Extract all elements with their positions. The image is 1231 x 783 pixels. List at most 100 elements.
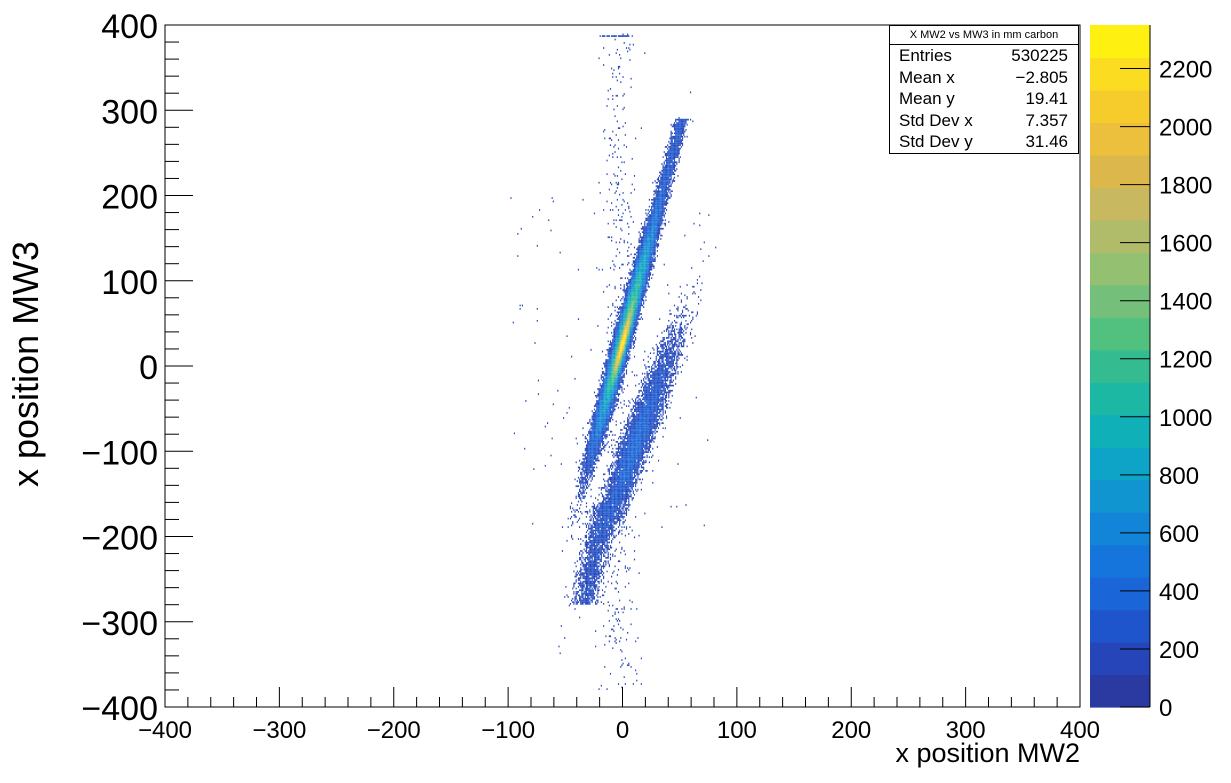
heatmap-cell — [598, 408, 600, 411]
heatmap-cell — [580, 473, 582, 476]
heatmap-cell — [615, 377, 617, 380]
heatmap-cell — [651, 229, 653, 232]
heatmap-cell — [649, 405, 652, 407]
heatmap-cell — [622, 371, 624, 373]
heatmap-cell — [639, 256, 641, 259]
heatmap-cell — [675, 134, 677, 136]
heatmap-cell — [607, 441, 609, 443]
heatmap-cell — [635, 444, 637, 447]
heatmap-cell — [631, 468, 633, 471]
heatmap-cell — [680, 135, 682, 138]
heatmap-cell — [605, 369, 607, 372]
heatmap-cell — [659, 205, 661, 208]
heatmap-cell — [617, 384, 620, 387]
heatmap-cell — [620, 299, 622, 302]
heatmap-cell — [608, 468, 610, 471]
heatmap-cell — [591, 470, 593, 472]
heatmap-cell — [616, 352, 618, 355]
heatmap-cell — [668, 394, 670, 397]
heatmap-cell — [603, 401, 605, 404]
heatmap-cell — [599, 389, 601, 392]
heatmap-cell — [615, 340, 617, 343]
heatmap-cell — [627, 309, 629, 312]
heatmap-cell — [625, 313, 628, 315]
heatmap-cell — [639, 279, 641, 281]
heatmap-cell — [607, 507, 609, 510]
heatmap-cell — [638, 272, 640, 274]
heatmap-cell — [617, 347, 620, 349]
heatmap-cell — [592, 468, 594, 471]
heatmap-cell — [663, 204, 665, 206]
heatmap-cell — [629, 331, 631, 334]
heatmap-cell — [599, 384, 601, 387]
heatmap-cell — [609, 394, 612, 397]
heatmap-cell — [627, 328, 629, 331]
heatmap-cell — [611, 383, 613, 385]
heatmap-cell — [599, 439, 601, 442]
heatmap-cell — [593, 439, 596, 442]
heatmap-cell — [623, 304, 625, 307]
heatmap-cell — [613, 347, 615, 349]
heatmap-cell — [667, 159, 669, 162]
heatmap-cell — [620, 342, 622, 344]
heatmap-cell — [670, 139, 672, 141]
heatmap-cell — [673, 161, 676, 164]
heatmap-cell — [657, 217, 660, 220]
heatmap-cell — [628, 319, 630, 322]
heatmap-cell — [585, 461, 588, 464]
heatmap-cell — [612, 519, 614, 522]
heatmap-cell — [647, 265, 649, 268]
heatmap-cell — [587, 466, 589, 469]
heatmap-cell — [654, 241, 656, 244]
heatmap-cell — [638, 302, 640, 305]
heatmap-cell — [593, 570, 596, 573]
heatmap-cell — [599, 388, 601, 390]
heatmap-cell — [620, 338, 622, 341]
heatmap-cell — [627, 355, 629, 358]
heatmap-cell — [617, 478, 620, 481]
heatmap-cell — [608, 348, 610, 351]
heatmap-cell — [633, 340, 636, 343]
heatmap-cell — [636, 272, 638, 274]
heatmap-cell — [624, 318, 626, 320]
heatmap-cell — [596, 423, 598, 426]
heatmap-cell — [639, 277, 641, 280]
heatmap-cell — [656, 367, 658, 370]
heatmap-cell — [631, 263, 633, 266]
heatmap-cell — [670, 338, 672, 341]
heatmap-cell — [628, 294, 630, 297]
heatmap-cell — [616, 478, 618, 481]
heatmap-cell — [638, 294, 640, 297]
heatmap-cell — [617, 483, 620, 486]
heatmap-cell — [654, 260, 656, 262]
heatmap-cell — [669, 192, 671, 194]
heatmap-cell — [679, 125, 681, 128]
heatmap-cell — [684, 135, 686, 138]
heatmap-cell — [630, 319, 632, 322]
heatmap-cell — [630, 311, 632, 314]
heatmap-cell — [597, 405, 599, 407]
heatmap-cell — [648, 273, 650, 276]
heatmap-cell — [655, 193, 657, 196]
heatmap-cell — [631, 285, 633, 288]
heatmap-cell — [620, 495, 622, 498]
heatmap-cell — [657, 219, 660, 222]
heatmap-cell — [655, 181, 657, 184]
heatmap-cell — [627, 311, 629, 314]
heatmap-cell — [661, 200, 663, 203]
heatmap-cell — [628, 311, 630, 314]
heatmap-cell — [632, 343, 634, 346]
heatmap-cell — [675, 149, 677, 152]
heatmap-cell — [605, 493, 607, 496]
heatmap-cell — [648, 239, 650, 242]
heatmap-cell — [631, 412, 633, 414]
heatmap-cell — [593, 423, 596, 426]
heatmap-cell — [612, 412, 614, 414]
heatmap-cell — [609, 522, 612, 525]
heatmap-cell — [620, 357, 622, 360]
heatmap-cell — [664, 195, 666, 198]
heatmap-cell — [620, 386, 622, 389]
heatmap-cell — [617, 350, 620, 353]
heatmap-cell — [649, 250, 652, 252]
heatmap-cell — [580, 487, 582, 489]
